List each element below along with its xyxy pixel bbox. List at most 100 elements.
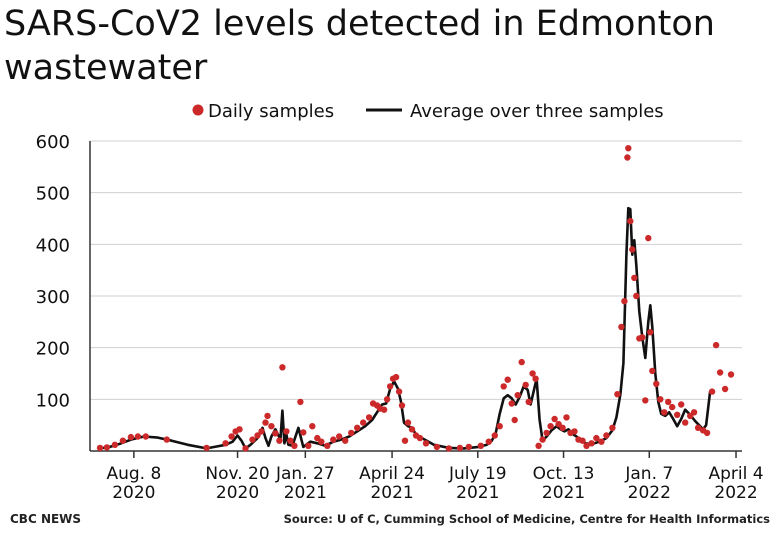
sample-point [276, 437, 283, 444]
sample-point [360, 419, 367, 426]
sample-point [727, 371, 735, 378]
sample-point [653, 380, 660, 387]
sample-point [621, 298, 628, 305]
x-tick-year: 2020 [112, 483, 155, 503]
sample-point [433, 443, 441, 451]
sample-point [283, 428, 290, 435]
sample-point [380, 406, 388, 413]
sample-point [485, 438, 492, 445]
x-tick-year: 2021 [370, 483, 413, 503]
sample-point [504, 376, 511, 383]
sample-point [365, 414, 373, 421]
sample-point [682, 419, 689, 426]
x-tick-label: Nov. 20 [205, 464, 269, 484]
sample-point [631, 274, 638, 282]
sample-point [262, 419, 269, 426]
sample-point [657, 396, 664, 403]
x-tick-label: Aug. 8 [106, 464, 161, 484]
sample-point [477, 442, 484, 449]
x-tick-year: 2022 [714, 483, 757, 503]
y-tick-label: 400 [36, 235, 70, 256]
sample-point [571, 428, 578, 435]
sample-point [629, 246, 636, 253]
sample-point [254, 432, 261, 439]
x-tick-year: 2021 [456, 483, 499, 503]
sample-point [603, 432, 610, 439]
sample-point [163, 436, 170, 443]
sample-point [690, 409, 698, 416]
sample-point [305, 442, 312, 449]
x-tick-year: 2020 [216, 483, 259, 503]
x-tick-label: Jan. 27 [275, 464, 335, 484]
sample-point [543, 429, 550, 437]
legend: Daily samples Average over three samples [192, 101, 664, 122]
y-tick-label: 200 [36, 339, 70, 360]
y-tick-label: 500 [36, 184, 70, 205]
sample-point [500, 383, 507, 390]
sample-point [249, 436, 256, 443]
sample-point [300, 429, 307, 436]
sample-point [222, 440, 229, 447]
sample-point [134, 433, 142, 440]
sample-point [588, 440, 595, 447]
y-tick-label: 600 [36, 132, 70, 153]
sample-point [408, 426, 416, 433]
gridlines [90, 140, 742, 400]
sample-point [518, 358, 525, 366]
sample-point [514, 392, 521, 399]
sample-point [318, 438, 325, 445]
sample-point [103, 444, 111, 451]
sample-point [625, 145, 632, 152]
sample-point [674, 411, 681, 418]
sample-point [669, 403, 676, 411]
sample-point [491, 432, 498, 439]
sample-point [404, 419, 412, 426]
chart-title: SARS-CoV2 levels detected in Edmonton wa… [4, 4, 715, 88]
sample-point [228, 433, 235, 440]
sample-point [203, 444, 210, 452]
sample-point [354, 424, 361, 431]
sample-point [633, 292, 640, 300]
sample-point [649, 367, 656, 375]
sample-point [593, 434, 600, 442]
sample-point [618, 323, 625, 331]
sample-point [324, 442, 331, 449]
sample-point [583, 442, 590, 449]
sample-point [559, 424, 566, 431]
sample-point [496, 423, 503, 430]
sample-point [268, 423, 275, 430]
sample-point [291, 442, 298, 449]
x-tick-label: April 4 [708, 464, 763, 484]
sample-point [422, 440, 430, 447]
sample-point [272, 430, 279, 437]
sample-point [694, 424, 702, 431]
sample-point [703, 429, 711, 437]
x-tick-year: 2022 [628, 483, 671, 503]
sample-point [645, 234, 652, 242]
x-tick-label: Jan. 7 [624, 464, 673, 484]
x-tick-label: Oct. 13 [533, 464, 595, 484]
sample-point [392, 373, 400, 381]
source-note: Source: U of C, Cumming School of Medici… [283, 512, 770, 526]
x-tick-label: July 19 [448, 464, 507, 484]
sample-point [279, 364, 286, 371]
sample-point [398, 402, 406, 409]
sample-point [627, 217, 634, 225]
sample-point [119, 437, 127, 444]
sample-point [309, 423, 316, 430]
sample-point [678, 401, 685, 408]
sample-point [236, 426, 243, 433]
x-tick-year: 2021 [284, 483, 327, 503]
sample-point [721, 385, 729, 393]
y-tick-label: 300 [36, 287, 70, 308]
sample-point [297, 398, 304, 406]
sample-point [708, 388, 716, 395]
sample-point [551, 415, 558, 423]
legend-average-label: Average over three samples [410, 101, 664, 122]
daily-samples-layer [96, 145, 735, 452]
sample-point [547, 423, 554, 430]
x-tick-label: April 24 [359, 464, 425, 484]
sample-point [511, 416, 518, 424]
sample-point [96, 444, 104, 452]
